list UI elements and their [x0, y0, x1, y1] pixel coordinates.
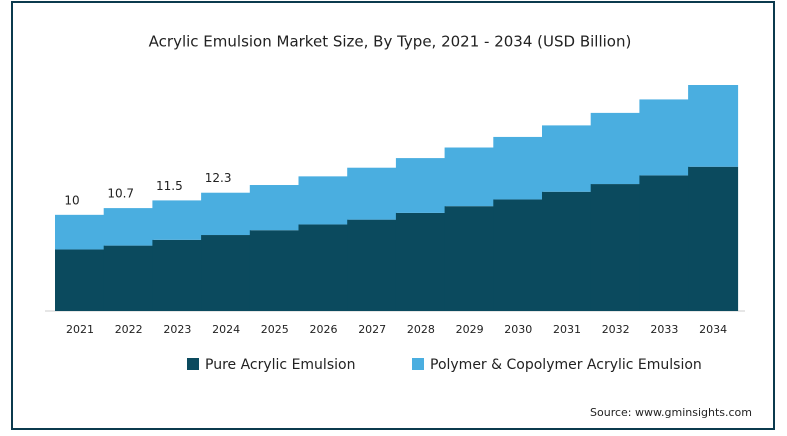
bar-segment — [590, 184, 641, 311]
x-tick-label: 2026 — [310, 323, 338, 336]
x-tick-label: 2021 — [66, 323, 94, 336]
bar-segment — [201, 192, 252, 236]
bar-segment — [688, 85, 739, 167]
chart-title: Acrylic Emulsion Market Size, By Type, 2… — [149, 33, 632, 51]
bar-segment — [542, 191, 592, 311]
bar-segment — [590, 112, 641, 185]
source: Source: www.gminsights.com — [590, 406, 752, 419]
total-label: 11.5 — [156, 179, 183, 193]
bar-segment — [103, 245, 154, 311]
x-tick-label: 2032 — [602, 323, 630, 336]
bar-segment — [395, 158, 446, 213]
x-tick-label: 2030 — [504, 323, 532, 336]
bar-segment — [298, 176, 349, 225]
x-tick-label: 2024 — [212, 323, 240, 336]
legend-swatch — [187, 358, 199, 370]
total-label: 12.3 — [205, 171, 232, 185]
x-tick-label: 2022 — [115, 323, 143, 336]
bar-segment — [347, 219, 398, 311]
x-tick-label: 2033 — [650, 323, 678, 336]
x-tick-label: 2031 — [553, 323, 581, 336]
bar-segment — [249, 230, 300, 311]
total-label: 10 — [64, 193, 79, 207]
bar-segment — [201, 235, 252, 311]
x-tick-label: 2029 — [456, 323, 484, 336]
bar-segment — [639, 175, 690, 311]
bar-segment — [688, 166, 739, 311]
legend-swatch — [412, 358, 424, 370]
legend-label: Pure Acrylic Emulsion — [205, 357, 355, 373]
bar-segment — [55, 249, 105, 311]
x-tick-label: 2034 — [699, 323, 727, 336]
bar-segment — [395, 212, 446, 311]
total-label: 10.7 — [107, 187, 134, 201]
x-tick-label: 2025 — [261, 323, 289, 336]
bar-segment — [493, 136, 544, 200]
bar-segment — [152, 200, 203, 240]
bar-segment — [152, 239, 203, 311]
x-tick-label: 2028 — [407, 323, 435, 336]
x-tick-label: 2027 — [358, 323, 386, 336]
bar-segment — [444, 206, 495, 311]
legend-label: Polymer & Copolymer Acrylic Emulsion — [430, 357, 702, 373]
bar-segment — [347, 167, 398, 220]
bar-segment — [298, 224, 349, 311]
bar-segment — [55, 214, 105, 250]
bar-segment — [639, 99, 690, 176]
bar-segment — [493, 199, 544, 311]
bar-segment — [103, 208, 154, 246]
bar-segment — [249, 185, 300, 231]
x-tick-label: 2023 — [163, 323, 191, 336]
bar-segment — [444, 147, 495, 207]
bar-segment — [542, 125, 592, 192]
